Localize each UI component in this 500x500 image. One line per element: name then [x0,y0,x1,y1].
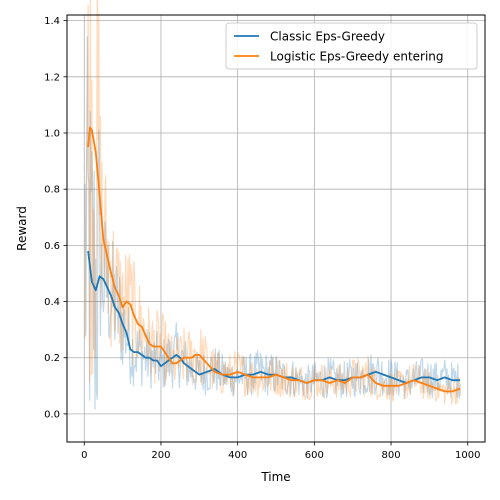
y-tick-label: 0.4 [44,297,60,308]
legend-label-1: Classic Eps-Greedy [270,30,385,44]
x-axis-label: Time [260,470,290,484]
y-tick-label: 0.8 [44,185,60,196]
x-tick-label: 800 [381,450,400,461]
grid [67,15,485,442]
x-tick-label: 600 [305,450,324,461]
legend-label-2: Logistic Eps-Greedy entering [270,50,444,64]
y-tick-label: 1.0 [44,128,60,139]
y-axis-label: Reward [15,206,29,251]
y-tick-label: 1.2 [44,72,60,83]
x-tick-label: 400 [228,450,247,461]
series-line-2 [87,126,461,393]
legend: Classic Eps-Greedy Logistic Eps-Greedy en… [225,22,478,70]
legend-box [225,22,478,70]
y-tick-label: 0.0 [44,409,60,420]
y-tick-label: 0.6 [44,241,60,252]
y-tick-label: 1.4 [44,16,60,27]
x-tick-label: 1000 [455,450,480,461]
series-line-1 [87,250,461,384]
raw-series-1 [84,36,462,410]
y-tick-label: 0.2 [44,353,60,364]
series-layer [87,126,461,393]
ticks: 0 200 400 600 800 1000 0.0 0.2 0.4 0.6 0.8 1.0 1.2 1.… [44,16,480,461]
x-tick-label: 0 [81,450,87,461]
plot-frame [66,14,486,443]
x-tick-label: 200 [151,450,170,461]
